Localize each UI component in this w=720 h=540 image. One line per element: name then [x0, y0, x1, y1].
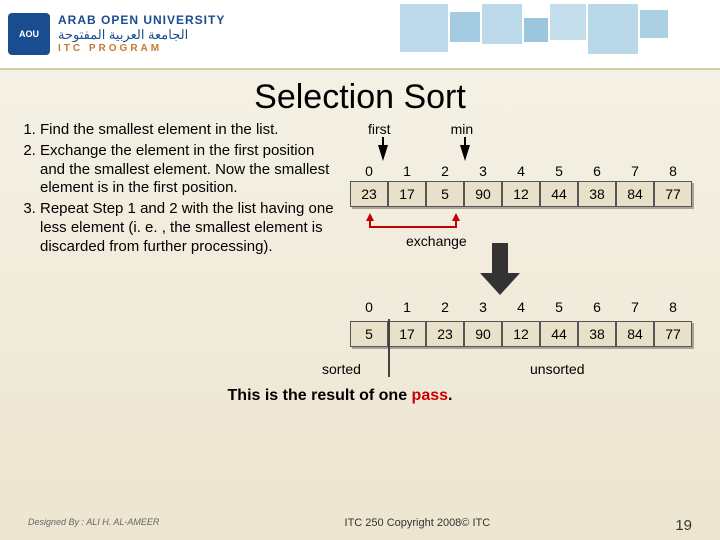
index-cell: 5	[540, 297, 578, 317]
index-cell: 7	[616, 297, 654, 317]
index-cell: 2	[426, 297, 464, 317]
index-cell: 0	[350, 297, 388, 317]
first-label: first	[368, 121, 391, 137]
index-cell: 8	[654, 161, 692, 181]
value-cell: 5	[350, 321, 388, 347]
value-cell: 44	[540, 321, 578, 347]
copyright-text: ITC 250 Copyright 2008© ITC	[345, 517, 491, 534]
sorted-label: sorted	[322, 361, 361, 377]
uni-name-ar: الجامعة العربية المفتوحة	[58, 27, 225, 43]
index-cell: 4	[502, 161, 540, 181]
value-cell: 5	[426, 181, 464, 207]
index-cell: 3	[464, 297, 502, 317]
value-cell: 17	[388, 321, 426, 347]
arrow-down-icon	[378, 145, 388, 161]
uni-name-en: ARAB OPEN UNIVERSITY	[58, 13, 225, 27]
value-cell: 38	[578, 321, 616, 347]
pass-prefix: This is the result of one	[228, 387, 412, 404]
logo-block: AOU ARAB OPEN UNIVERSITY الجامعة العربية…	[0, 13, 225, 55]
sort-diagram: first min 0 1 2 3 4 5 6 7 8 23 17 5 90 1…	[350, 121, 708, 379]
value-cell: 12	[502, 321, 540, 347]
result-arrow	[350, 241, 708, 297]
value-cell: 23	[350, 181, 388, 207]
index-cell: 7	[616, 161, 654, 181]
value-cell: 12	[502, 181, 540, 207]
pass-word: pass	[412, 387, 448, 404]
index-cell: 5	[540, 161, 578, 181]
value-cell: 17	[388, 181, 426, 207]
index-cell: 6	[578, 161, 616, 181]
logo-icon: AOU	[8, 13, 50, 55]
pass-result-line: This is the result of one pass.	[0, 387, 720, 405]
step-item: Find the smallest element in the list.	[40, 121, 342, 140]
slide-footer: Designed By : ALI H. AL-AMEER ITC 250 Co…	[0, 517, 720, 534]
index-row-before: 0 1 2 3 4 5 6 7 8	[350, 161, 708, 181]
arrow-down-icon	[460, 145, 470, 161]
value-cell: 84	[616, 321, 654, 347]
value-row-before: 23 17 5 90 12 44 38 84 77	[350, 181, 708, 207]
big-arrow-down-icon	[470, 241, 530, 297]
steps-list: Find the smallest element in the list. E…	[12, 121, 342, 256]
value-cell: 90	[464, 321, 502, 347]
after-row-region: 5 17 23 90 12 44 38 84 77 sorted unsorte…	[350, 321, 708, 379]
pass-period: .	[448, 387, 452, 404]
designer-credit: Designed By : ALI H. AL-AMEER	[28, 517, 159, 534]
step-item: Repeat Step 1 and 2 with the list having…	[40, 200, 342, 256]
index-cell: 1	[388, 297, 426, 317]
value-cell: 84	[616, 181, 654, 207]
value-cell: 90	[464, 181, 502, 207]
header-decoration	[400, 0, 720, 70]
index-cell: 8	[654, 297, 692, 317]
index-row-after: 0 1 2 3 4 5 6 7 8	[350, 297, 708, 317]
index-cell: 6	[578, 297, 616, 317]
slide-title: Selection Sort	[0, 78, 720, 117]
unsorted-label: unsorted	[530, 361, 584, 377]
algorithm-steps: Find the smallest element in the list. E…	[12, 121, 342, 379]
pointer-arrows	[350, 137, 708, 161]
index-cell: 0	[350, 161, 388, 181]
value-cell: 77	[654, 181, 692, 207]
university-text: ARAB OPEN UNIVERSITY الجامعة العربية الم…	[58, 13, 225, 55]
slide-number: 19	[675, 517, 692, 534]
pointer-labels: first min	[350, 121, 708, 137]
slide-header: AOU ARAB OPEN UNIVERSITY الجامعة العربية…	[0, 0, 720, 70]
exchange-indicator: exchange	[350, 213, 708, 241]
index-cell: 1	[388, 161, 426, 181]
index-cell: 2	[426, 161, 464, 181]
min-label: min	[451, 121, 474, 137]
value-cell: 23	[426, 321, 464, 347]
step-item: Exchange the element in the first positi…	[40, 142, 342, 198]
slide-content: Find the smallest element in the list. E…	[0, 117, 720, 379]
value-row-after: 5 17 23 90 12 44 38 84 77	[350, 321, 708, 347]
itc-program-label: ITC PROGRAM	[58, 43, 225, 55]
value-cell: 77	[654, 321, 692, 347]
index-cell: 4	[502, 297, 540, 317]
value-cell: 44	[540, 181, 578, 207]
value-cell: 38	[578, 181, 616, 207]
index-cell: 3	[464, 161, 502, 181]
